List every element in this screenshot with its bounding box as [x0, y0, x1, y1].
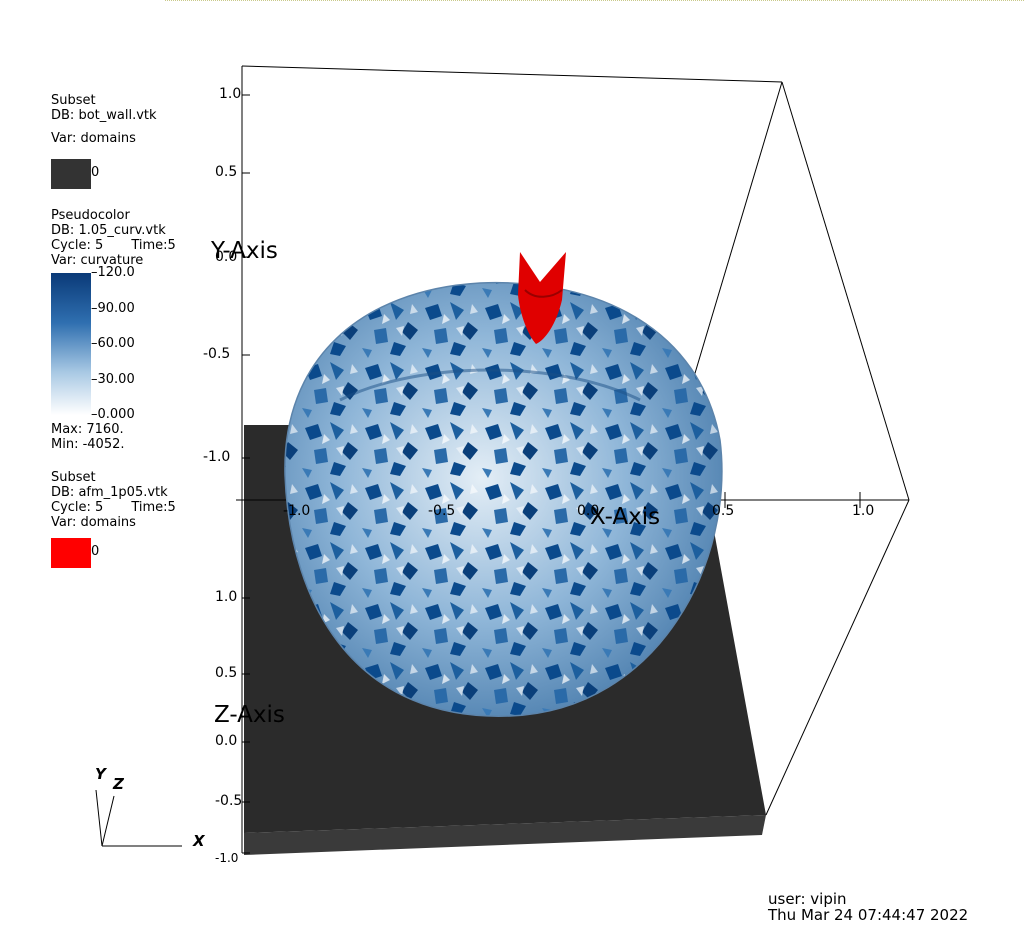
- z-tick-label: 1.0: [215, 589, 238, 605]
- y-tick-label: 1.0: [219, 86, 242, 102]
- z-tick-label: -1.0: [215, 851, 239, 865]
- colorbar: [51, 273, 91, 415]
- bounding-box: [236, 65, 910, 853]
- afm-tip[interactable]: [518, 252, 566, 344]
- legend-cycle-time: Cycle: 5 Time:5: [51, 238, 176, 253]
- x-tick-label: 1.0: [852, 503, 875, 519]
- legend-time: Time:5: [131, 238, 176, 253]
- top-border: [165, 0, 1024, 3]
- swatch-bot-wall: [51, 159, 91, 189]
- y-tick-label: -1.0: [203, 449, 231, 465]
- timestamp: Thu Mar 24 07:44:47 2022: [768, 906, 969, 924]
- swatch-bot-wall-label: 0: [91, 165, 100, 180]
- colorbar-tick: 120.0: [97, 265, 135, 280]
- user-name: user: vipin: [768, 890, 847, 908]
- curvature-sphere[interactable]: [270, 270, 740, 730]
- legend-db: DB: bot_wall.vtk: [51, 108, 157, 123]
- x-tick-label: 0.0: [577, 503, 600, 519]
- legend-pseudocolor: Pseudocolor DB: 1.05_curv.vtk Cycle: 5 Ti…: [51, 208, 176, 268]
- triad-z-label: Z: [113, 775, 124, 793]
- x-axis-title: X-Axis: [590, 504, 661, 530]
- y-axis-ticks: [242, 94, 250, 459]
- legend-db: DB: afm_1p05.vtk: [51, 485, 168, 500]
- legend-time: Time:5: [131, 500, 176, 515]
- legend-cycle: Cycle: 5: [51, 238, 104, 253]
- legend-title: Pseudocolor: [51, 208, 130, 223]
- y-axis-title: Y-Axis: [211, 238, 278, 264]
- colorbar-tick: 90.00: [97, 301, 135, 316]
- x-tick-label: 0.5: [712, 503, 735, 519]
- x-tick-label: -1.0: [283, 503, 311, 519]
- colorbar-tick: 60.00: [97, 336, 135, 351]
- legend-max: Max: 7160.: [51, 422, 124, 437]
- y-tick-label: -0.5: [203, 346, 231, 362]
- legend-var: Var: curvature: [51, 253, 144, 268]
- z-tick-label: 0.0: [215, 733, 238, 749]
- y-tick-label: 0.5: [215, 164, 238, 180]
- z-axis-title: Z-Axis: [214, 702, 285, 728]
- z-axis-ticks: [242, 597, 250, 854]
- legend-subset-bot-wall: Subset DB: bot_wall.vtk Var: domains: [51, 93, 157, 146]
- legend-db: DB: 1.05_curv.vtk: [51, 223, 166, 238]
- colorbar-tick: 30.00: [97, 372, 135, 387]
- legend-var: Var: domains: [51, 515, 136, 530]
- legend-title: Subset: [51, 93, 96, 108]
- y-tick-label: 0.0: [215, 249, 238, 265]
- swatch-afm: [51, 538, 91, 568]
- legend-min: Min: -4052.: [51, 437, 125, 452]
- colorbar-tick: 0.000: [97, 407, 135, 422]
- legend-var: Var: domains: [51, 131, 136, 146]
- legend-range: Max: 7160. Min: -4052.: [51, 422, 125, 452]
- z-tick-label: -0.5: [215, 793, 243, 809]
- orientation-triad: [95, 789, 182, 847]
- user-info: user: vipin Thu Mar 24 07:44:47 2022: [768, 891, 968, 923]
- triad-y-label: Y: [95, 765, 106, 783]
- legend-cycle: Cycle: 5: [51, 500, 104, 515]
- swatch-afm-label: 0: [91, 544, 100, 559]
- z-tick-label: 0.5: [215, 665, 238, 681]
- triad-x-label: X: [193, 832, 205, 850]
- legend-title: Subset: [51, 470, 96, 485]
- x-tick-label: -0.5: [428, 503, 456, 519]
- legend-cycle-time: Cycle: 5 Time:5: [51, 500, 176, 515]
- legend-subset-afm: Subset DB: afm_1p05.vtk Cycle: 5 Time:5 V…: [51, 470, 176, 530]
